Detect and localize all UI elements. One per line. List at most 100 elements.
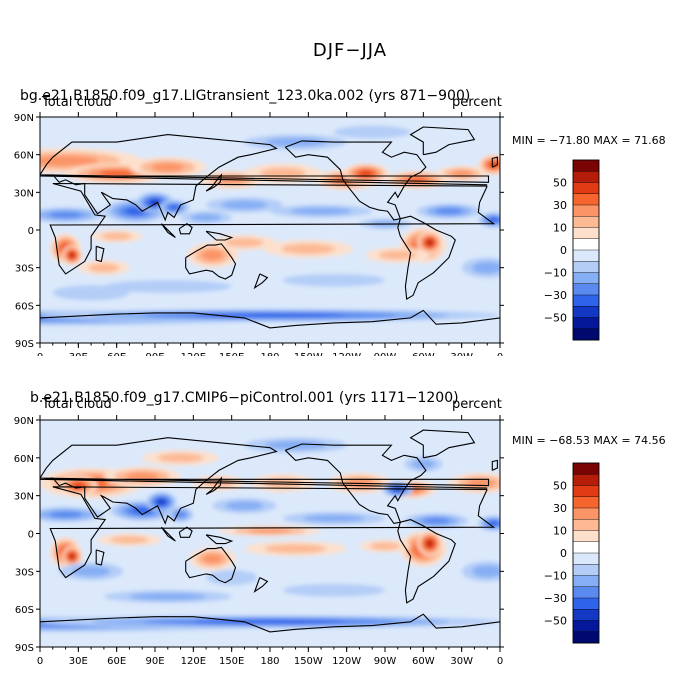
colorbar: 50 30 10 0 −10 −30 −50 (544, 159, 600, 341)
positive-contour (101, 232, 132, 241)
negative-contour (71, 566, 111, 577)
lon-tick-label: 90E (145, 352, 164, 356)
lon-tick-label: 120W (332, 656, 361, 667)
lat-tick-label: 30S (15, 264, 34, 275)
negative-contour (49, 211, 82, 219)
coastline (253, 577, 269, 593)
positive-contour (202, 553, 223, 564)
colorbar-swatch (572, 575, 600, 588)
colorbar-swatch (572, 182, 600, 195)
min-max-label: MIN = −68.53 MAX = 74.56 (512, 434, 666, 447)
coastline (49, 486, 496, 579)
coastline (95, 245, 105, 263)
lat-tick-label: 30N (14, 492, 34, 503)
colorbar-label: 10 (553, 525, 567, 538)
coastline (253, 273, 269, 290)
negative-contour (411, 459, 435, 469)
variable-label: Total cloud (42, 397, 112, 412)
lon-tick-label: 60W (412, 352, 435, 356)
colorbar-swatch (572, 261, 600, 274)
lat-tick-label: 90N (14, 416, 34, 427)
colorbar-label: −30 (544, 289, 567, 302)
colorbar-swatch (572, 564, 600, 577)
coastline (185, 243, 237, 280)
colorbar-swatch (572, 317, 600, 330)
positive-contour (259, 167, 306, 180)
negative-contour (471, 261, 500, 274)
positive-contour (426, 540, 433, 547)
colorbar-swatch (572, 283, 600, 296)
colorbar-label: 50 (553, 480, 567, 493)
colorbar-swatch (572, 631, 600, 644)
negative-contour (290, 207, 352, 215)
positive-contour (264, 544, 327, 554)
lat-tick-label: 90S (15, 339, 34, 350)
positive-contour (99, 170, 134, 177)
lon-tick-label: 180 (260, 352, 279, 356)
negative-contour (225, 501, 264, 511)
lon-tick-label: 0 (497, 656, 503, 667)
positive-contour (151, 162, 185, 172)
lon-tick-label: 150W (294, 656, 323, 667)
colorbar-label: −10 (544, 570, 567, 583)
positive-contour (69, 553, 75, 559)
colorbar-swatch (572, 238, 600, 251)
lon-tick-label: 60E (107, 656, 126, 667)
min-max-label: MIN = −71.80 MAX = 71.68 (512, 134, 666, 147)
colorbar-swatch (572, 519, 600, 532)
lat-tick-label: 90S (15, 643, 34, 654)
field-layer (40, 117, 500, 343)
coastline (284, 140, 427, 221)
coastline (491, 156, 498, 168)
positive-contour (88, 263, 120, 273)
positive-contour (406, 176, 428, 183)
lat-tick-label: 30S (15, 567, 34, 578)
colorbar-swatch (572, 530, 600, 543)
colorbar-label: 50 (553, 177, 567, 190)
lat-tick-label: 60S (15, 301, 34, 312)
units-label: percent (452, 95, 502, 110)
positive-contour (225, 238, 264, 248)
positive-contour (359, 170, 373, 177)
lon-tick-label: 90W (374, 656, 397, 667)
colorbar-swatch (572, 171, 600, 184)
coastline (178, 526, 193, 538)
positive-contour (201, 249, 224, 261)
lon-tick-label: 180 (260, 656, 279, 667)
coastline (40, 613, 500, 633)
colorbar-label: −30 (544, 592, 567, 605)
colorbar-label: −10 (544, 267, 567, 280)
negative-contour (49, 511, 82, 518)
coastline (185, 546, 237, 584)
negative-contour (129, 592, 207, 601)
positive-contour (248, 528, 292, 534)
coastline (205, 534, 234, 545)
variable-label: Total cloud (42, 95, 112, 110)
lon-tick-label: 150E (219, 352, 244, 356)
colorbar-swatch (572, 485, 600, 498)
positive-contour (426, 239, 433, 246)
positive-contour (110, 536, 149, 544)
panel-lig-transient: bg.e21.B1850.f09_g17.LIGtransient_123.0k… (0, 86, 700, 356)
negative-contour (52, 285, 130, 301)
lon-tick-label: 150W (294, 352, 323, 356)
colorbar-label: −50 (544, 312, 567, 325)
negative-contour (422, 517, 450, 525)
coastline (49, 182, 496, 275)
negative-contour (303, 514, 365, 523)
negative-contour (282, 583, 385, 597)
colorbar-swatch (572, 193, 600, 206)
negative-contour (157, 499, 166, 505)
colorbar-swatch (572, 597, 600, 610)
coastline (205, 173, 223, 192)
colorbar-swatch (572, 552, 600, 565)
lon-tick-label: 120E (181, 352, 206, 356)
lon-tick-label: 0 (37, 352, 43, 356)
coastline (40, 134, 490, 222)
coastline (40, 309, 500, 329)
positive-contour (157, 453, 204, 463)
colorbar-swatch (572, 216, 600, 229)
positive-contour (369, 542, 401, 550)
coastline (397, 215, 456, 301)
